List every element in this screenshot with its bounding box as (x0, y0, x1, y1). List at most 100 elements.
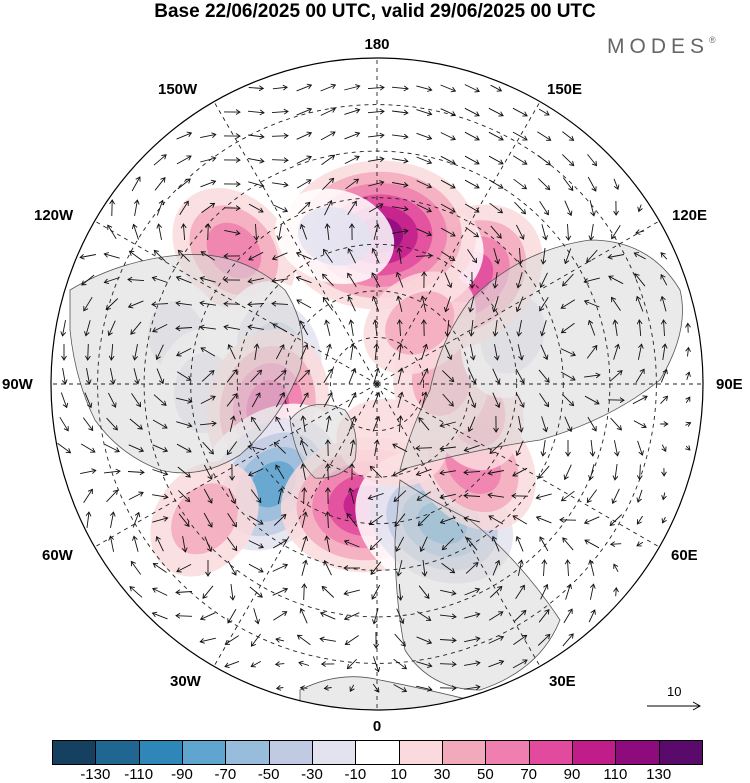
wind-vector (80, 468, 97, 475)
wind-vector (492, 559, 501, 576)
wind-vector (587, 154, 598, 167)
wind-vector (613, 178, 620, 190)
lon-label-30e: 30E (549, 673, 576, 690)
wind-vector (635, 368, 645, 384)
wind-vector (152, 516, 169, 523)
wind-vector (415, 252, 433, 259)
wind-vector (343, 539, 360, 548)
wind-vector (372, 608, 379, 625)
wind-vector (324, 535, 331, 552)
wind-vector (298, 369, 311, 383)
wind-vector (201, 370, 215, 382)
wind-vector (107, 320, 116, 337)
wind-vector (514, 201, 527, 215)
wind-vector (84, 320, 91, 337)
wind-vector (439, 613, 457, 620)
wind-vector (512, 515, 528, 525)
wind-vector (175, 589, 193, 596)
wind-vector (418, 585, 430, 599)
wind-vector (535, 515, 552, 524)
wind-vector (346, 658, 357, 670)
wind-vector (517, 559, 524, 576)
wind-vector (372, 683, 380, 693)
wind-vector (535, 493, 552, 500)
wind-vector (583, 516, 600, 525)
colorbar-swatch (398, 740, 443, 765)
wind-vector (127, 469, 145, 476)
wind-vector (223, 277, 241, 283)
wind-vector (154, 177, 166, 191)
wind-vector (516, 272, 523, 289)
wind-vector (347, 296, 356, 312)
anomaly-contour-band (297, 206, 372, 266)
wind-vector (348, 487, 355, 504)
wind-vector (253, 343, 260, 360)
wind-vector (325, 439, 331, 457)
wind-vector (132, 511, 141, 528)
wind-vector (661, 444, 667, 453)
wind-vector (636, 464, 643, 481)
wind-vector (200, 132, 217, 139)
wind-vector (271, 133, 289, 139)
wind-vector (200, 156, 217, 163)
wind-vector (109, 511, 116, 528)
wind-vector (322, 296, 334, 311)
wind-vector (108, 535, 115, 552)
wind-vector (199, 300, 216, 307)
wind-vector (349, 343, 356, 360)
wind-vector (131, 176, 141, 192)
wind-vector (637, 440, 644, 456)
wind-vector (367, 108, 385, 115)
wind-vector (635, 295, 644, 312)
lon-label-60w: 60W (42, 547, 73, 564)
wind-vector (109, 199, 115, 217)
wind-vector (373, 367, 380, 384)
wind-vector (611, 296, 621, 311)
wind-vector (344, 155, 360, 165)
wind-vector (589, 439, 596, 457)
wind-vector (226, 393, 238, 407)
wind-vector (513, 609, 527, 622)
wind-vector (367, 84, 385, 91)
wind-vector (397, 343, 404, 360)
wind-vector (416, 491, 432, 501)
wind-vector (440, 203, 456, 213)
wind-vector (85, 511, 92, 528)
colorbar-tick-label: 50 (476, 766, 494, 783)
meridian-line (94, 220, 378, 385)
wind-vector (464, 155, 480, 165)
wind-vector (661, 492, 667, 501)
wind-vector (586, 249, 598, 263)
meridian-line (376, 383, 541, 667)
wind-vector (417, 513, 431, 527)
wind-vector (587, 416, 597, 432)
lon-label-150w: 150W (158, 81, 198, 98)
wind-vector (277, 487, 284, 504)
wind-vector (109, 368, 116, 385)
wind-vector (83, 296, 93, 312)
wind-vector (539, 272, 548, 288)
wind-vector (368, 132, 385, 139)
wind-vector (392, 443, 408, 453)
colorbar-tick-label: 30 (433, 766, 451, 783)
wind-vector (152, 469, 169, 477)
wind-vector (372, 319, 379, 336)
wind-vector (515, 392, 525, 408)
wind-vector (613, 440, 620, 457)
colorbar-tick-label: -70 (214, 766, 237, 783)
wind-vector (560, 490, 575, 502)
map-border (50, 57, 704, 711)
wind-vector (372, 391, 381, 408)
wind-vector (369, 538, 383, 551)
wind-vector (201, 202, 216, 213)
wind-vector (613, 343, 621, 360)
wind-vector (275, 416, 285, 432)
wind-vector (611, 225, 621, 240)
wind-vector (323, 685, 332, 691)
wind-vector (488, 635, 505, 644)
wind-vector (204, 536, 213, 553)
wind-vector (369, 465, 383, 478)
wind-vector (517, 247, 524, 265)
colorbar-tick-label: -90 (171, 766, 193, 783)
wind-vector (248, 181, 265, 188)
